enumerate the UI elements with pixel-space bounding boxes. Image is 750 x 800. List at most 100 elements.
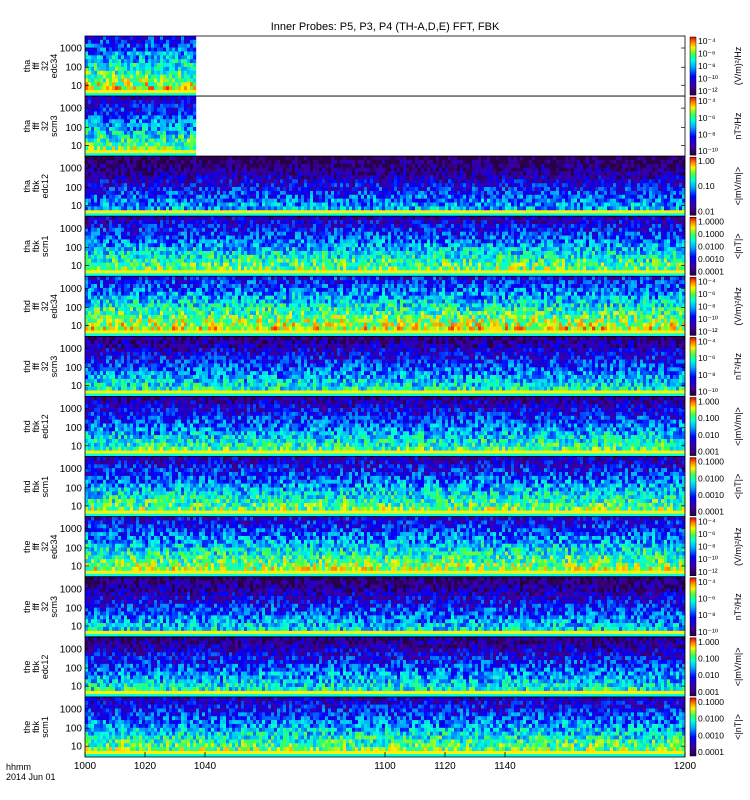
y-tick-label: 10	[71, 381, 83, 392]
panel-6-low-band	[85, 391, 685, 394]
y-tick-label: 10	[71, 561, 83, 572]
panel-10-heatmap	[85, 577, 685, 631]
panel-6-colorbar	[690, 337, 696, 395]
panel-4-low-band	[85, 270, 685, 273]
colorbar-tick-label: 10⁻⁶	[698, 49, 715, 59]
panel-9-low-band	[85, 571, 685, 574]
figure-title: Inner Probes: P5, P3, P4 (TH-A,D,E) FFT,…	[271, 21, 500, 33]
colorbar-tick-label: 1.000	[698, 397, 720, 407]
panel-3-low-band	[85, 210, 685, 213]
y-tick-label: 1000	[60, 224, 83, 235]
colorbar-tick-label: 10⁻⁸	[698, 301, 716, 311]
x-tick-label: 1200	[674, 761, 697, 772]
panel-10-label-line: scm3	[49, 596, 59, 618]
panel-4-units: <|nT|>	[733, 233, 743, 259]
panel-1-label-line: edc34	[49, 54, 59, 79]
y-tick-label: 10	[71, 81, 83, 92]
colorbar-tick-label: 0.0100	[698, 241, 724, 251]
colorbar-tick-label: 10⁻⁶	[698, 593, 715, 603]
colorbar-tick-label: 10⁻⁴	[698, 336, 716, 346]
colorbar-tick-label: 10⁻⁴	[698, 96, 716, 106]
panel-8-heatmap	[85, 457, 685, 511]
panel-10-colorbar	[690, 578, 696, 636]
colorbar-tick-label: 10⁻⁶	[698, 289, 715, 299]
colorbar-tick-label: 10⁻¹⁰	[698, 387, 719, 397]
y-tick-label: 100	[65, 543, 82, 554]
colorbar-tick-label: 0.001	[698, 447, 720, 457]
colorbar-tick-label: 0.10	[698, 181, 715, 191]
y-tick-label: 100	[65, 483, 82, 494]
y-tick-label: 1000	[60, 104, 83, 115]
y-tick-label: 100	[65, 123, 82, 134]
panel-2-units: nT²/Hz	[733, 112, 743, 140]
panel-11-label-line: edc12	[40, 655, 50, 680]
panel-12-units: <|nT|>	[733, 714, 743, 740]
x-tick-label: 1120	[434, 761, 456, 772]
panel-7-low-band	[85, 451, 685, 454]
colorbar-tick-label: 10⁻⁴	[698, 276, 716, 286]
y-tick-label: 10	[71, 321, 83, 332]
panel-5-units: (V/m)²/Hz	[733, 287, 743, 326]
colorbar-tick-label: 0.100	[698, 413, 720, 423]
y-tick-label: 100	[65, 423, 82, 434]
colorbar-tick-label: 10⁻⁸	[698, 61, 716, 71]
y-tick-label: 100	[65, 303, 82, 314]
colorbar-tick-label: 0.1000	[698, 229, 724, 239]
colorbar-tick-label: 10⁻¹²	[698, 567, 718, 577]
colorbar-tick-label: 0.0010	[698, 490, 724, 500]
panel-1-heatmap	[85, 36, 196, 90]
y-tick-label: 100	[65, 363, 82, 374]
panel-4-heatmap	[85, 216, 685, 270]
panel-5-heatmap	[85, 276, 685, 330]
colorbar-tick-label: 0.0100	[698, 473, 724, 483]
colorbar-tick-label: 0.01	[698, 206, 715, 216]
panel-6-label-line: scm3	[49, 356, 59, 378]
panel-4-colorbar	[690, 217, 696, 275]
panel-5-low-band	[85, 330, 685, 333]
colorbar-tick-label: 10⁻¹⁰	[698, 146, 719, 156]
panel-2-colorbar	[690, 97, 696, 155]
colorbar-tick-label: 0.1000	[698, 457, 724, 467]
colorbar-tick-label: 0.1000	[698, 697, 724, 707]
colorbar-tick-label: 0.010	[698, 430, 720, 440]
panel-9-label-line: edc34	[49, 534, 59, 559]
panel-9-colorbar	[690, 518, 696, 576]
colorbar-tick-label: 0.0001	[698, 266, 724, 276]
y-tick-label: 10	[71, 441, 83, 452]
panel-1-low-band	[85, 90, 196, 93]
x-tick-label: 1140	[494, 761, 516, 772]
panel-11-low-band	[85, 691, 685, 694]
panel-3-units: <|mV/m|>	[733, 167, 743, 206]
colorbar-tick-label: 0.0001	[698, 747, 724, 757]
y-tick-label: 10	[71, 622, 83, 633]
panel-5-label-line: edc34	[49, 294, 59, 319]
y-tick-label: 1000	[60, 44, 83, 55]
panel-6-units: nT²/Hz	[733, 352, 743, 380]
colorbar-tick-label: 0.0010	[698, 730, 724, 740]
panel-9-units: (V/m)²/Hz	[733, 527, 743, 566]
y-tick-label: 100	[65, 183, 82, 194]
panel-8-colorbar	[690, 458, 696, 516]
y-tick-label: 100	[65, 603, 82, 614]
panel-3-colorbar	[690, 157, 696, 215]
panel-8-low-band	[85, 511, 685, 514]
colorbar-tick-label: 1.00	[698, 156, 715, 166]
y-tick-label: 1000	[60, 584, 83, 595]
panel-3-label-line: edc12	[40, 174, 50, 199]
y-tick-label: 1000	[60, 164, 83, 175]
panel-8-label-line: scm1	[40, 476, 50, 498]
panel-12-heatmap	[85, 697, 685, 751]
y-tick-label: 100	[65, 63, 82, 74]
panel-10-units: nT²/Hz	[733, 593, 743, 621]
colorbar-tick-label: 10⁻¹⁰	[698, 627, 719, 637]
panel-4-label-line: scm1	[40, 236, 50, 258]
